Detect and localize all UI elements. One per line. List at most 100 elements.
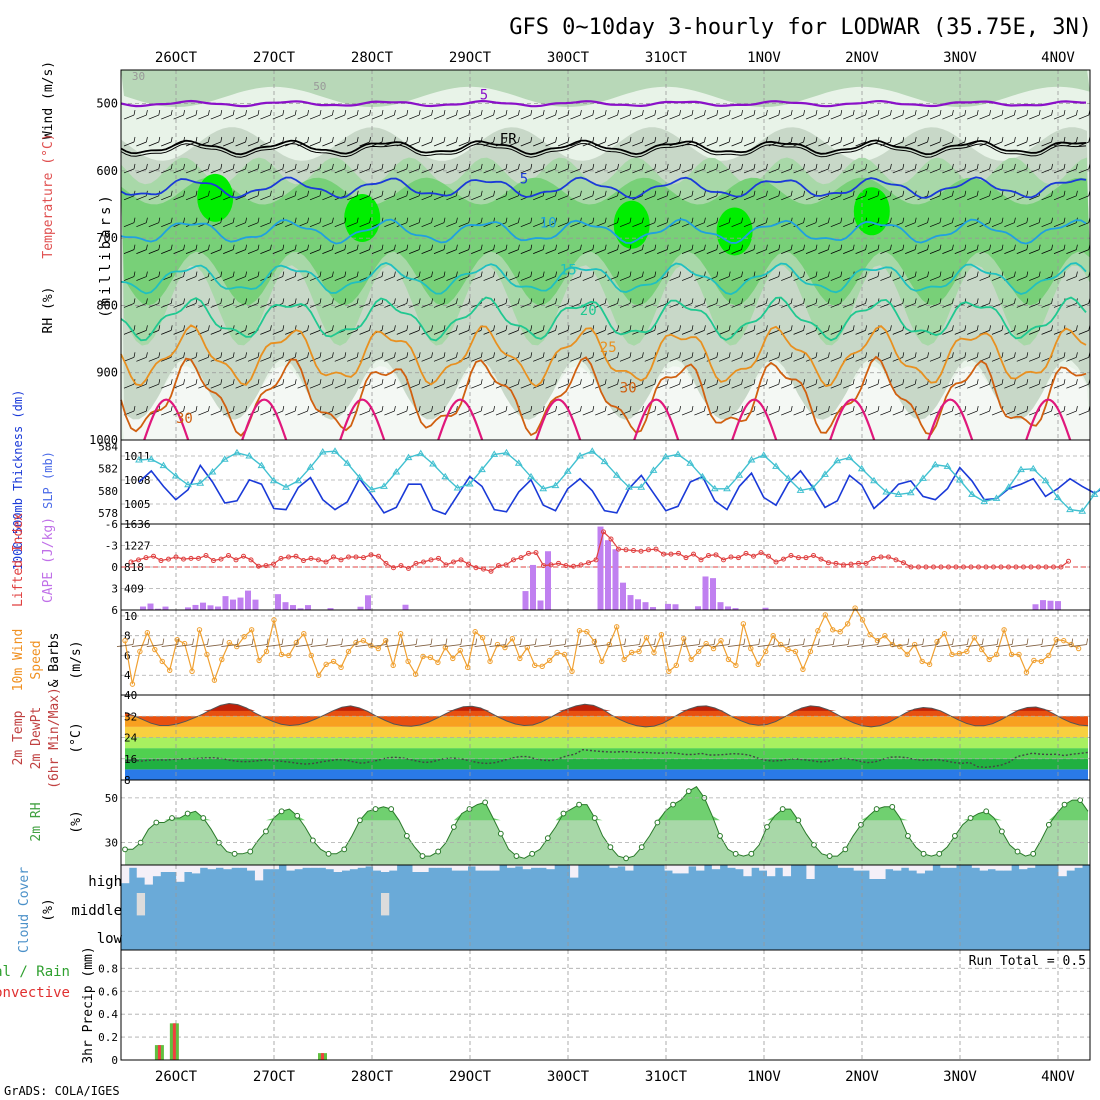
- wind-barb-flag: [146, 217, 148, 223]
- wind-barb-flag: [852, 379, 855, 385]
- slp-point: [919, 474, 927, 481]
- cloud-cell: [341, 865, 350, 871]
- rh-point: [372, 806, 379, 812]
- wind-barb-flag: [877, 217, 880, 223]
- wind-barb-flag: [902, 163, 905, 169]
- wind-barb: [533, 114, 544, 120]
- wind-barb: [756, 195, 767, 201]
- wind-barb-flag: [728, 244, 731, 250]
- wind-barb-flag: [803, 271, 805, 277]
- wind-barb: [223, 303, 234, 308]
- rh-point: [560, 810, 567, 817]
- wind-barb: [396, 168, 407, 174]
- wind-barb-flag: [369, 190, 371, 196]
- lifted-index-point: [668, 551, 674, 557]
- lifted-index-point: [473, 565, 479, 571]
- wind-barb-flag: [803, 163, 805, 169]
- wind-barb: [421, 330, 432, 335]
- lifted-index-point: [998, 564, 1004, 570]
- wind-barb: [347, 141, 358, 147]
- isotherm-30-peak: [241, 398, 288, 441]
- wind-barb: [136, 114, 147, 120]
- wind-barb-flag: [865, 406, 867, 412]
- wind-barb-flag: [232, 379, 235, 385]
- pressure-tick-label: 900: [96, 366, 118, 380]
- wind-barb: [421, 168, 432, 174]
- rh-band-dry: [121, 366, 1090, 440]
- cloud-cell: [467, 865, 476, 867]
- wind-barb-flag: [406, 190, 409, 196]
- wind-barb-flag: [1038, 271, 1041, 277]
- wind-barb: [805, 249, 817, 254]
- wind-barb-flag: [270, 298, 272, 304]
- wind-barb-flag: [530, 244, 533, 250]
- wind-barb: [694, 222, 705, 228]
- wind-barb-flag: [890, 244, 892, 250]
- wind-barb: [942, 330, 953, 335]
- wind-barb: [1016, 303, 1027, 308]
- wind-barb: [731, 249, 742, 254]
- rh-point: [670, 801, 676, 808]
- wind-barb-flag: [592, 110, 595, 116]
- chart-title: GFS 0~10day 3-hourly for LODWAR (35.75E,…: [509, 15, 1092, 40]
- wind-barb-flag: [542, 352, 545, 358]
- wind-barb-flag: [133, 271, 136, 277]
- wind-barb-flag: [580, 352, 582, 358]
- wind-barb: [830, 141, 841, 147]
- wind-barb: [619, 410, 631, 416]
- wind-barb: [638, 644, 655, 647]
- isotherm-label: 10: [540, 215, 557, 231]
- wind-barb-flag: [890, 163, 892, 169]
- rh-point: [435, 848, 442, 855]
- wind-barb: [557, 410, 569, 416]
- wind-barb-flag: [580, 406, 582, 412]
- cloud-cell: [908, 865, 918, 871]
- wind-barb: [595, 383, 606, 389]
- wind-barb: [173, 356, 184, 362]
- wind-barb: [185, 383, 197, 389]
- wind-barb: [260, 303, 271, 308]
- wind-barb: [148, 276, 159, 281]
- wind-speed-point: [926, 661, 933, 668]
- wind-barb-flag: [716, 110, 719, 116]
- wind-barb: [669, 114, 680, 120]
- cape-bar: [695, 606, 701, 610]
- wind-barb: [334, 383, 345, 389]
- wind-barb-flag: [1026, 217, 1029, 223]
- wind-barb: [446, 195, 457, 201]
- wind-barb-flag: [815, 271, 818, 277]
- isotherm-line: [120, 139, 1087, 156]
- wind-barb: [644, 249, 655, 254]
- wind-barb: [867, 168, 879, 174]
- wind-barb-flag: [669, 638, 671, 645]
- cape-bar: [245, 590, 251, 610]
- wind-barb: [929, 222, 941, 228]
- wind-barb: [236, 644, 253, 647]
- wind-barb-flag: [1014, 244, 1016, 250]
- wind-barb: [371, 168, 383, 174]
- lifted-index-point: [556, 560, 561, 566]
- wind-barb: [867, 383, 879, 389]
- wind-barb-flag: [890, 406, 892, 412]
- wind-barb: [1066, 303, 1077, 308]
- wind-barb: [781, 303, 792, 308]
- wind-barb-flag: [989, 163, 991, 169]
- wind-barb: [694, 249, 705, 254]
- wind-barb: [235, 195, 246, 201]
- wind-barb-flag: [604, 217, 607, 223]
- wind-barb-flag: [952, 136, 954, 143]
- wind-barb: [409, 303, 420, 308]
- wind-barb: [582, 168, 593, 174]
- temp-tick-label: 32: [124, 710, 137, 723]
- wind-barb: [433, 276, 445, 281]
- wind-barb-flag: [1051, 217, 1053, 223]
- slp-point: [710, 484, 719, 492]
- wind-barb: [719, 249, 730, 254]
- slp-point: [894, 490, 903, 497]
- cloud-cell: [885, 865, 894, 870]
- wind-barb: [830, 303, 841, 308]
- wind-barb: [843, 383, 854, 389]
- cape-bar: [162, 606, 169, 610]
- wind-barb-flag: [319, 136, 322, 143]
